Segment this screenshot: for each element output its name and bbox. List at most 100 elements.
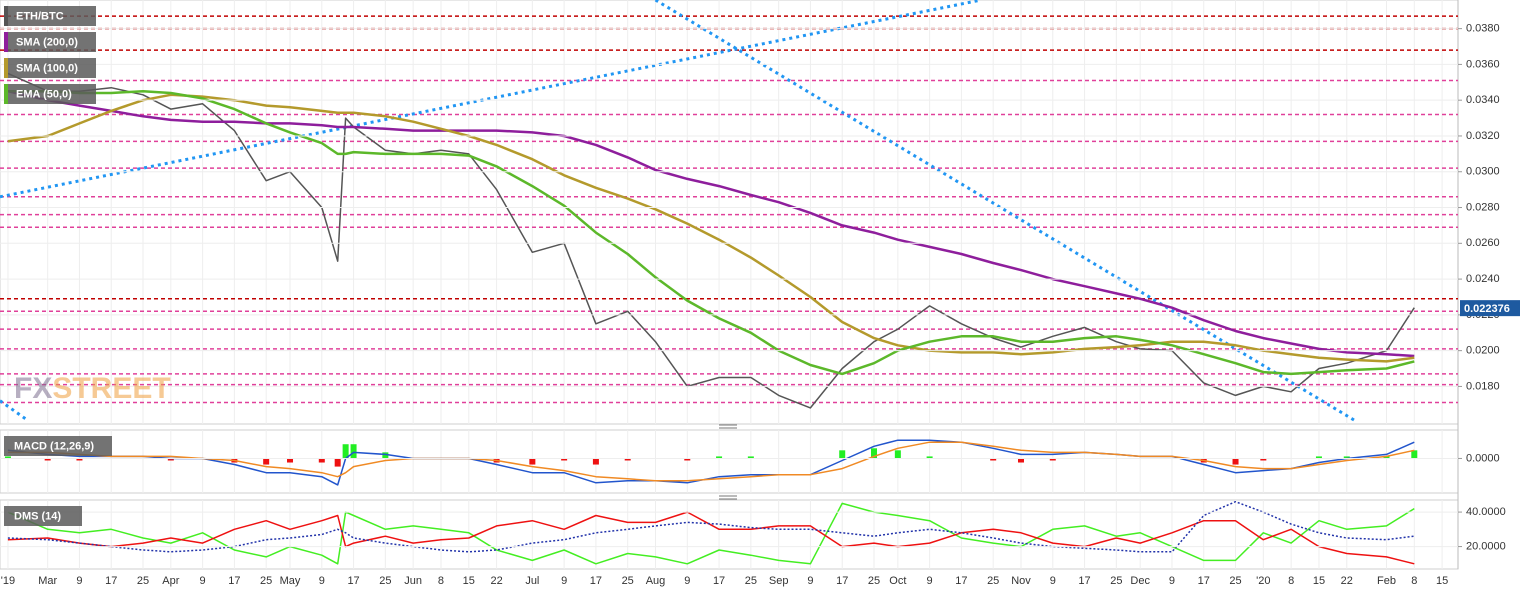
y-tick-label: 0.0240 <box>1466 273 1500 285</box>
panel-grip[interactable] <box>719 495 737 500</box>
histogram-bar <box>1260 458 1267 461</box>
x-tick-label: 25 <box>987 575 999 587</box>
x-tick-label: 25 <box>260 575 272 587</box>
x-tick-label: 9 <box>807 575 813 587</box>
histogram-bar <box>894 450 901 459</box>
last-price-label: 0.022376 <box>1464 303 1510 315</box>
panel-plot <box>0 0 1458 422</box>
histogram-bar <box>871 448 878 459</box>
legend-entry[interactable]: ETH/BTC <box>4 6 96 26</box>
histogram-bar <box>334 458 341 467</box>
histogram-bar <box>926 456 933 459</box>
histogram-bar <box>44 458 51 461</box>
x-tick-label: Mar <box>38 575 57 587</box>
indicator-title[interactable]: MACD (12,26,9) <box>4 436 112 456</box>
x-tick-label: 8 <box>1411 575 1417 587</box>
x-tick-label: 8 <box>1288 575 1294 587</box>
y-tick-label: 20.0000 <box>1466 540 1506 552</box>
y-tick-label: 0.0360 <box>1466 58 1500 70</box>
legend-box <box>4 84 96 104</box>
watermark: FXSTREET <box>14 372 171 405</box>
histogram-bar <box>382 452 389 459</box>
price-panel <box>0 0 1459 425</box>
trend-line <box>0 0 982 199</box>
x-tick-label: '20 <box>1256 575 1270 587</box>
legend-swatch <box>4 84 8 104</box>
x-tick-label: 25 <box>379 575 391 587</box>
histogram-bar <box>529 458 536 465</box>
series-line <box>7 89 1415 376</box>
x-tick-label: 9 <box>1050 575 1056 587</box>
x-tick-label: 9 <box>684 575 690 587</box>
y-tick-label: 40.0000 <box>1466 506 1506 518</box>
x-tick-label: 9 <box>319 575 325 587</box>
histogram-bar <box>4 456 11 459</box>
legend-entry[interactable]: EMA (50,0) <box>4 84 96 104</box>
x-tick-label: 9 <box>200 575 206 587</box>
x-tick-label: 15 <box>1436 575 1448 587</box>
legend-entry[interactable]: SMA (100,0) <box>4 58 96 78</box>
title-box <box>4 436 112 456</box>
x-tick-label: 9 <box>561 575 567 587</box>
x-tick-label: Oct <box>889 575 906 587</box>
histogram-bar <box>1049 458 1056 461</box>
y-tick-label: 0.0300 <box>1466 166 1500 178</box>
histogram-bar <box>561 458 568 461</box>
x-tick-label: Feb <box>1377 575 1396 587</box>
y-tick-label: 0.0200 <box>1466 345 1500 357</box>
histogram-bar <box>1411 450 1418 459</box>
legend-swatch <box>4 32 8 52</box>
x-tick-label: 17 <box>347 575 359 587</box>
x-tick-label: 25 <box>868 575 880 587</box>
x-tick-label: 9 <box>76 575 82 587</box>
histogram-bar <box>1017 458 1024 463</box>
y-tick-label: 0.0180 <box>1466 380 1500 392</box>
watermark-part: FX <box>14 372 52 405</box>
y-tick-label: 0.0340 <box>1466 94 1500 106</box>
series-line <box>7 93 1415 363</box>
x-tick-label: Jul <box>525 575 539 587</box>
legend-label: ETH/BTC <box>16 10 64 22</box>
legend-box <box>4 6 96 26</box>
panel-grip[interactable] <box>719 424 737 429</box>
histogram-bar <box>1383 456 1390 459</box>
x-tick-label: 17 <box>228 575 240 587</box>
x-tick-label: Jun <box>404 575 422 587</box>
x-tick-label: May <box>280 575 301 587</box>
histogram-bar <box>624 458 631 461</box>
histogram-bar <box>716 456 723 459</box>
histogram-bar <box>167 458 174 461</box>
histogram-bar <box>76 458 83 461</box>
histogram-bar <box>839 450 846 459</box>
legend-box <box>4 58 96 78</box>
x-tick-label: 15 <box>463 575 475 587</box>
y-tick-label: 0.0260 <box>1466 237 1500 249</box>
x-tick-label: 22 <box>1341 575 1353 587</box>
histogram-bar <box>684 458 691 461</box>
legend-label: SMA (200,0) <box>16 36 78 48</box>
histogram-bar <box>592 458 599 465</box>
x-tick-label: 17 <box>1078 575 1090 587</box>
x-tick-label: Nov <box>1011 575 1031 587</box>
x-tick-label: 22 <box>490 575 502 587</box>
indicator-title[interactable]: DMS (14) <box>4 506 82 526</box>
histogram-bar <box>747 456 754 459</box>
x-tick-label: Apr <box>162 575 179 587</box>
legend-label: SMA (100,0) <box>16 62 78 74</box>
title-box <box>4 506 82 526</box>
x-tick-label: 25 <box>1229 575 1241 587</box>
legend-entry[interactable]: SMA (200,0) <box>4 32 96 52</box>
legend-swatch <box>4 58 8 78</box>
y-tick-label: 0.0380 <box>1466 23 1500 35</box>
legend-label: EMA (50,0) <box>16 88 72 100</box>
last-price-box <box>1460 300 1520 317</box>
legend-box <box>4 32 96 52</box>
x-tick-label: 17 <box>955 575 967 587</box>
histogram-bar <box>1232 458 1239 465</box>
histogram-bar <box>287 458 294 463</box>
histogram-bar <box>263 458 270 465</box>
x-tick-label: 25 <box>137 575 149 587</box>
x-tick-label: Sep <box>769 575 789 587</box>
x-tick-label: 17 <box>713 575 725 587</box>
